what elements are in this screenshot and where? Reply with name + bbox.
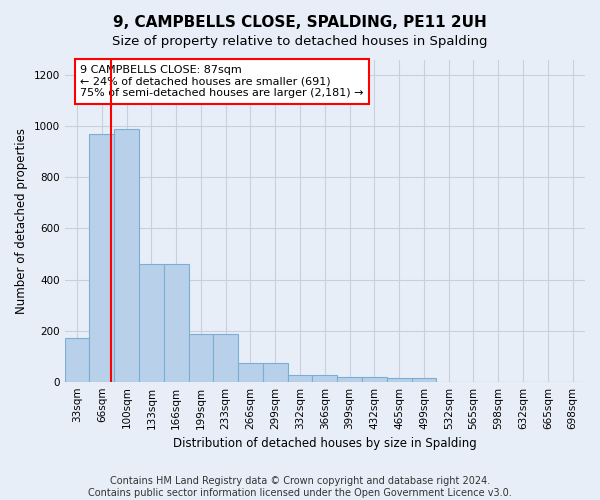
- Text: Contains HM Land Registry data © Crown copyright and database right 2024.
Contai: Contains HM Land Registry data © Crown c…: [88, 476, 512, 498]
- Bar: [313, 374, 337, 382]
- Bar: [114, 129, 139, 382]
- Bar: [287, 374, 313, 382]
- Bar: [139, 264, 164, 382]
- Text: 9 CAMPBELLS CLOSE: 87sqm
← 24% of detached houses are smaller (691)
75% of semi-: 9 CAMPBELLS CLOSE: 87sqm ← 24% of detach…: [80, 65, 364, 98]
- Bar: [362, 376, 387, 382]
- Bar: [214, 334, 238, 382]
- Y-axis label: Number of detached properties: Number of detached properties: [15, 128, 28, 314]
- Text: 9, CAMPBELLS CLOSE, SPALDING, PE11 2UH: 9, CAMPBELLS CLOSE, SPALDING, PE11 2UH: [113, 15, 487, 30]
- Bar: [188, 334, 214, 382]
- Text: Size of property relative to detached houses in Spalding: Size of property relative to detached ho…: [112, 35, 488, 48]
- Bar: [164, 264, 188, 382]
- Bar: [387, 378, 412, 382]
- Bar: [412, 378, 436, 382]
- X-axis label: Distribution of detached houses by size in Spalding: Distribution of detached houses by size …: [173, 437, 477, 450]
- Bar: [337, 376, 362, 382]
- Bar: [89, 134, 114, 382]
- Bar: [238, 362, 263, 382]
- Bar: [263, 362, 287, 382]
- Bar: [65, 338, 89, 382]
